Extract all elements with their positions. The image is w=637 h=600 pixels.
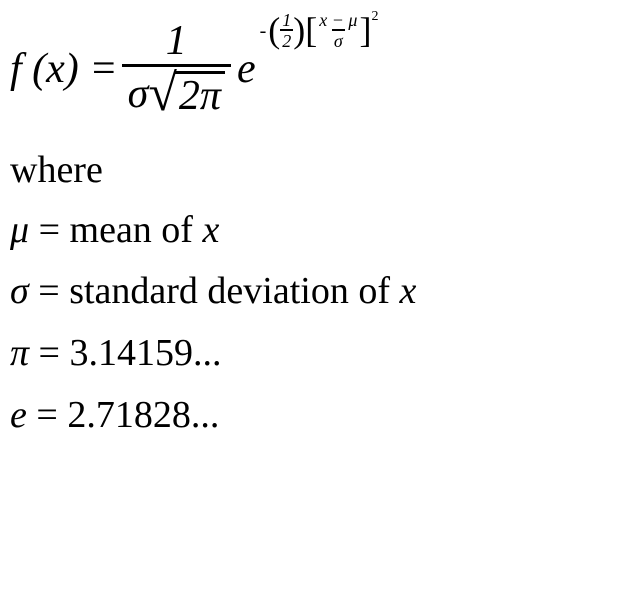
definition-e: e = 2.71828... [10,393,627,439]
z-numerator: x − μ [317,11,359,29]
radical-icon: √ [148,71,177,118]
z-fraction: x − μ σ [317,11,359,50]
sqrt-argument: 2π [175,71,225,118]
half-denominator: 2 [280,29,293,50]
e-symbol: e [10,394,27,436]
mu-symbol: μ [10,209,29,251]
pi-symbol: π [10,332,29,374]
e-value: 2.71828... [67,394,219,436]
half-numerator: 1 [280,11,293,29]
sigma-equals: = [29,270,69,312]
sigma-text: standard deviation of [69,270,399,312]
sigma-def-symbol: σ [10,270,29,312]
mu-var: x [202,209,219,251]
sigma-var: x [399,270,416,312]
pi-value: 3.14159... [69,332,221,374]
sigma-symbol: σ [128,73,149,115]
definition-pi: π = 3.14159... [10,331,627,377]
where-label: where [10,148,627,192]
open-paren: ( [268,16,280,45]
close-paren: ) [293,16,305,45]
exponent-minus: - [260,21,267,41]
coefficient-fraction: 1 σ √ 2π [122,20,231,118]
close-bracket: ] [359,16,371,45]
exponent-square: 2 [371,10,378,24]
e-base: e [237,48,256,90]
exponent: - ( 1 2 ) [ x − μ σ ] 2 [260,11,379,50]
fraction-numerator: 1 [160,20,193,64]
pi-equals: = [29,332,69,374]
normal-pdf-formula: f (x) = 1 σ √ 2π e - ( 1 2 ) [ x − μ σ ]… [10,20,627,118]
e-equals: = [27,394,67,436]
sqrt-expression: √ 2π [148,71,225,118]
formula-lhs: f (x) = [10,48,118,90]
one-half-fraction: 1 2 [280,11,293,50]
definition-mu: μ = mean of x [10,208,627,254]
fraction-denominator: σ √ 2π [122,64,231,118]
open-bracket: [ [305,16,317,45]
mu-equals: = [29,209,69,251]
z-denominator: σ [332,29,345,50]
definition-sigma: σ = standard deviation of x [10,269,627,315]
mu-text: mean of [70,209,203,251]
